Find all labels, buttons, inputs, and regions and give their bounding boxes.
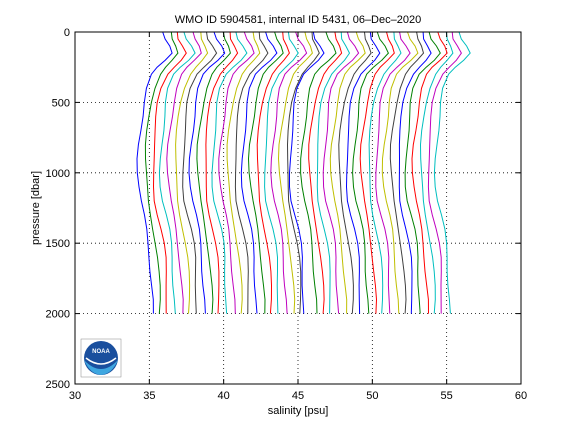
profile-line [389, 31, 425, 314]
y-tick-label: 1500 [46, 238, 70, 250]
profile-line [256, 31, 290, 314]
y-tick-label: 1000 [46, 168, 70, 180]
x-tick-label: 60 [515, 390, 527, 402]
profile-line [398, 31, 432, 314]
profile-line [277, 31, 313, 314]
y-tick-label: 2000 [46, 309, 70, 321]
profile-line [270, 31, 308, 314]
noaa-logo-text: NOAA [92, 349, 110, 355]
profile-line [300, 31, 337, 314]
y-tick-label: 500 [52, 97, 70, 109]
profile-line [264, 31, 299, 314]
profile-line [240, 31, 278, 314]
profile-line [338, 31, 372, 314]
profile-line [427, 31, 462, 314]
x-axis-title: salinity [psu] [268, 405, 329, 417]
profile-line [144, 31, 179, 314]
profile-line [322, 31, 360, 314]
profile-line [188, 31, 226, 314]
profile-line [381, 31, 419, 314]
profile-line [286, 31, 320, 314]
profile-line [368, 31, 402, 314]
profile-line [158, 31, 196, 314]
axis-ticks: 30 35 40 45 50 55 60 0 500 1000 1500 2000 2500 [46, 27, 528, 402]
x-tick-label: 55 [441, 390, 453, 402]
profile-line [308, 31, 343, 314]
profile-line [152, 31, 187, 314]
profile-line [404, 31, 441, 314]
profile-line [289, 31, 325, 314]
profile-line [345, 31, 381, 314]
profile-line [316, 31, 351, 314]
x-tick-label: 40 [218, 390, 230, 402]
noaa-logo: NOAA [80, 338, 122, 378]
profile-line [226, 31, 261, 314]
profile-line [182, 31, 218, 314]
profile-line [375, 31, 411, 314]
x-tick-label: 45 [292, 390, 304, 402]
x-tick-label: 35 [143, 390, 155, 402]
profile-line [352, 31, 389, 314]
profile-line [329, 31, 366, 314]
x-tick-label: 50 [366, 390, 378, 402]
profile-line [136, 31, 173, 314]
profile-lines [136, 31, 471, 314]
y-tick-label: 2500 [46, 379, 70, 391]
profile-line [234, 31, 269, 314]
y-tick-label: 0 [64, 27, 70, 39]
profile-line [211, 31, 248, 314]
chart-title: WMO ID 5904581, internal ID 5431, 06–Dec… [175, 14, 421, 26]
profile-line [205, 31, 239, 314]
profile-line [411, 31, 448, 314]
profile-line [166, 31, 202, 314]
x-tick-label: 30 [69, 390, 81, 402]
y-axis-title: pressure [dbar] [30, 171, 42, 245]
profile-line [419, 31, 454, 314]
profile-line [196, 31, 231, 314]
profile-line [218, 31, 255, 314]
profile-line [433, 31, 471, 314]
profile-line [175, 31, 209, 314]
profile-line [247, 31, 284, 314]
profile-line [359, 31, 395, 314]
